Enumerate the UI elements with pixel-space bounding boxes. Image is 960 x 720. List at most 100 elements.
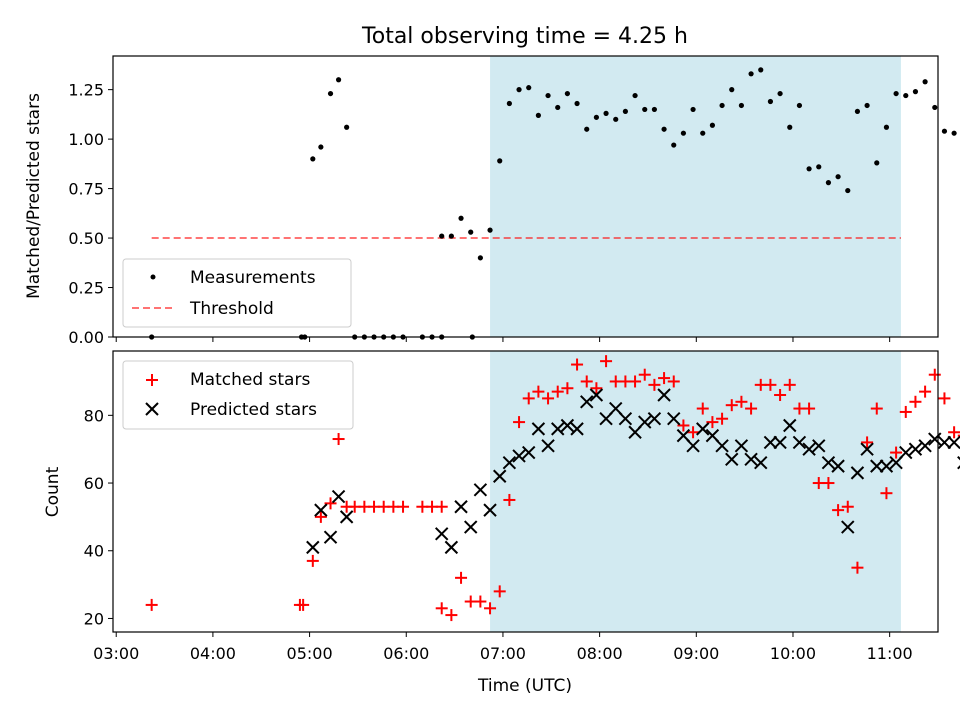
predicted-stars-point	[551, 422, 565, 436]
predicted-stars-point	[647, 412, 662, 426]
predicted-stars-point	[792, 435, 807, 450]
measurements-point	[883, 124, 890, 130]
measurements-point	[951, 130, 957, 136]
matched-stars-point	[764, 378, 777, 391]
predicted-stars-point	[531, 422, 546, 436]
matched-stars-point	[938, 392, 951, 405]
legend-predicted-label: Predicted stars	[190, 400, 317, 420]
measurements-point	[458, 215, 464, 221]
measurements-point	[903, 92, 909, 99]
measurements-point	[729, 87, 735, 93]
measurements-point	[477, 255, 483, 261]
y-tick-label: 80	[84, 406, 104, 425]
predicted-stars-point	[696, 422, 710, 436]
matched-stars-point	[667, 375, 680, 388]
ratio-panel-marks	[149, 67, 957, 340]
measurements-point	[709, 122, 716, 128]
matched-stars-point	[735, 395, 748, 408]
measurements-point	[796, 102, 803, 109]
predicted-stars-point	[947, 435, 960, 450]
predicted-stars-point	[802, 442, 816, 456]
measurements-point	[748, 71, 754, 77]
matched-stars-point	[629, 375, 642, 388]
y-tick-label: 40	[84, 542, 104, 561]
matched-stars-point	[580, 375, 593, 388]
matched-stars-point	[677, 419, 690, 432]
measurements-point	[816, 164, 822, 170]
predicted-stars-point	[821, 456, 836, 470]
matched-stars-point	[542, 392, 555, 405]
ratio-panel-y-axis: 0.00 0.25 0.50 0.75 1.00 1.25	[68, 81, 113, 347]
measurements-point	[310, 156, 316, 162]
y-tick-label: 0.25	[68, 279, 104, 298]
matched-stars-point	[899, 405, 912, 418]
matched-stars-point	[783, 378, 796, 391]
predicted-stars-point	[464, 520, 478, 534]
measurements-point	[854, 108, 861, 115]
measurements-point	[661, 126, 667, 132]
predicted-stars-point	[734, 439, 749, 453]
legend-measurements-label: Measurements	[190, 268, 316, 288]
predicted-stars-point	[512, 449, 526, 463]
matched-stars-point	[696, 402, 709, 415]
predicted-stars-point	[473, 483, 488, 497]
predicted-stars-point	[444, 540, 459, 555]
count-panel-marks	[145, 355, 960, 622]
predicted-stars-point	[580, 395, 594, 409]
measurements-point	[344, 124, 350, 130]
matched-stars-point	[880, 487, 893, 500]
observing-window-shade	[490, 56, 901, 337]
predicted-stars-point	[715, 439, 729, 453]
matched-stars-point	[493, 585, 506, 598]
x-tick-label: 07:00	[480, 644, 526, 663]
legend-matched-marker	[146, 374, 158, 386]
matched-stars-point	[928, 368, 941, 381]
predicted-stars-point	[339, 510, 354, 524]
measurements-point	[603, 110, 609, 116]
measurements-point	[642, 106, 648, 113]
measurements-point	[864, 102, 870, 109]
matched-stars-point	[909, 395, 922, 408]
matched-stars-point	[638, 368, 651, 381]
measurements-point	[318, 144, 324, 150]
predicted-stars-point	[918, 439, 932, 453]
y-tick-label: 60	[84, 474, 104, 493]
measurements-point	[825, 180, 832, 186]
matched-stars-point	[397, 500, 410, 513]
y-tick-label: 20	[84, 609, 104, 628]
measurements-point	[806, 166, 812, 172]
matched-stars-point	[745, 402, 758, 415]
predicted-stars-point	[493, 469, 507, 483]
measurements-point	[767, 98, 774, 105]
measurements-point	[574, 100, 580, 107]
measurements-point	[555, 104, 561, 111]
measurements-point	[439, 233, 445, 239]
predicted-stars-point	[860, 442, 874, 456]
matched-stars-point	[687, 426, 700, 439]
y-tick-label: 1.25	[68, 81, 104, 100]
legend-measurements-marker	[150, 274, 156, 280]
predicted-stars-point	[435, 527, 449, 541]
measurements-point	[632, 92, 638, 99]
count-panel-background	[490, 351, 901, 632]
matched-stars-point	[435, 602, 448, 615]
matched-stars-point	[571, 358, 584, 371]
predicted-stars-point	[657, 388, 671, 402]
measurements-point	[593, 114, 599, 120]
predicted-stars-point	[879, 459, 894, 473]
measurements-point	[622, 108, 629, 115]
x-tick-label: 08:00	[577, 644, 623, 663]
measurements-point	[535, 112, 541, 118]
predicted-stars-point	[899, 445, 913, 460]
ratio-y-axis-label: Matched/Predicted stars	[24, 93, 44, 299]
measurements-point	[526, 85, 532, 91]
measurements-point	[545, 92, 551, 99]
measurements-point	[787, 124, 793, 130]
matched-stars-point	[484, 602, 497, 615]
ratio-panel-frame	[112, 55, 939, 338]
predicted-stars-point	[314, 503, 328, 517]
measurements-point	[845, 187, 851, 194]
x-tick-label: 10:00	[770, 644, 816, 663]
matched-stars-point	[590, 382, 603, 395]
matched-stars-point	[658, 372, 671, 385]
